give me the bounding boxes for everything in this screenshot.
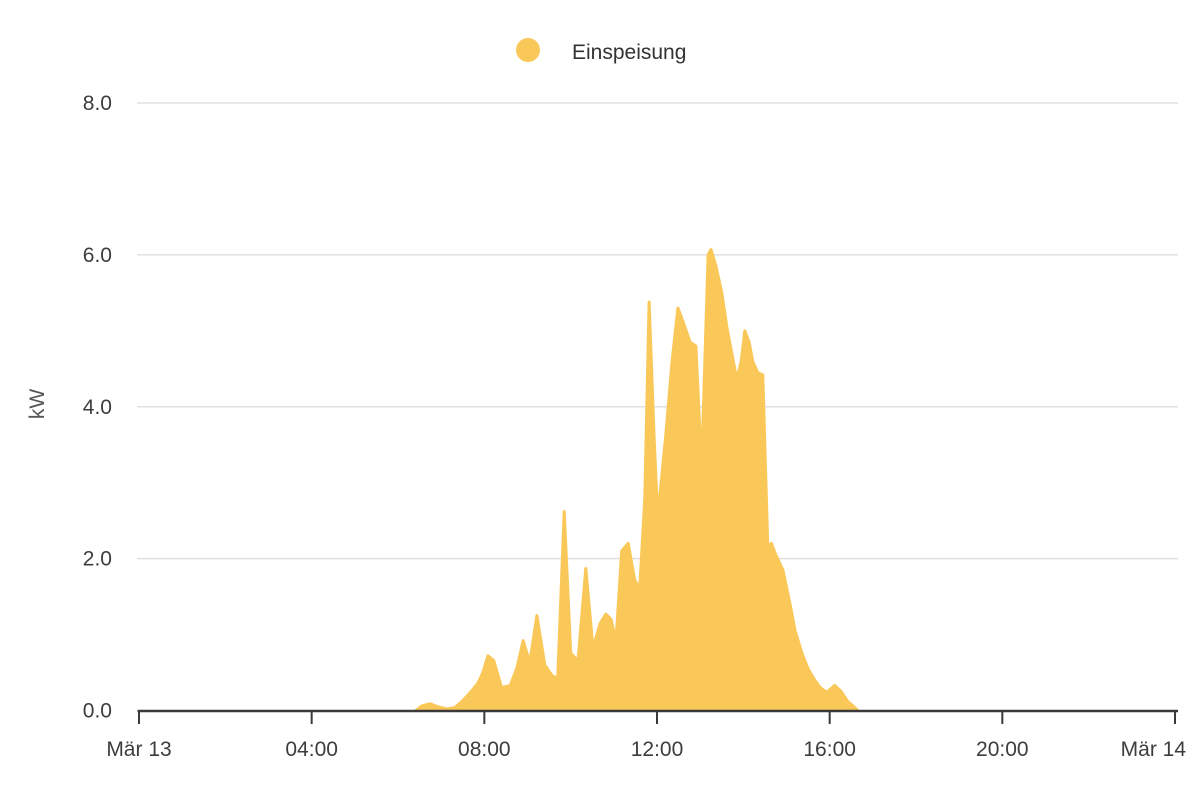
y-axis-unit-label: kW <box>26 389 49 420</box>
y-axis-labels: 0.0 2.0 4.0 6.0 8.0 <box>83 92 112 723</box>
legend-label: Einspeisung <box>572 41 686 64</box>
x-axis-labels: Mär 13 04:00 08:00 12:00 16:00 20:00 Mär 14 <box>106 738 1186 761</box>
y-axis-label-2.0: 2.0 <box>83 548 112 571</box>
x-axis-label-04:00: 04:00 <box>285 738 338 761</box>
x-axis-label-12:00: 12:00 <box>631 738 684 761</box>
legend-item-einspeisung[interactable]: Einspeisung <box>516 38 686 64</box>
y-axis-label-8.0: 8.0 <box>83 92 112 115</box>
y-axis-label-0.0: 0.0 <box>83 700 112 723</box>
series-area-einspeisung <box>414 248 860 712</box>
x-axis-label-Mär 13: Mär 13 <box>106 738 171 761</box>
x-axis-ticks <box>138 711 1176 724</box>
legend-marker-icon <box>516 38 540 62</box>
x-axis-label-16:00: 16:00 <box>803 738 856 761</box>
x-axis-label-08:00: 08:00 <box>458 738 511 761</box>
y-axis-label-6.0: 6.0 <box>83 244 112 267</box>
x-axis-label-Mär 14: Mär 14 <box>1121 738 1187 761</box>
y-axis-label-4.0: 4.0 <box>83 396 112 419</box>
x-axis-label-20:00: 20:00 <box>976 738 1029 761</box>
